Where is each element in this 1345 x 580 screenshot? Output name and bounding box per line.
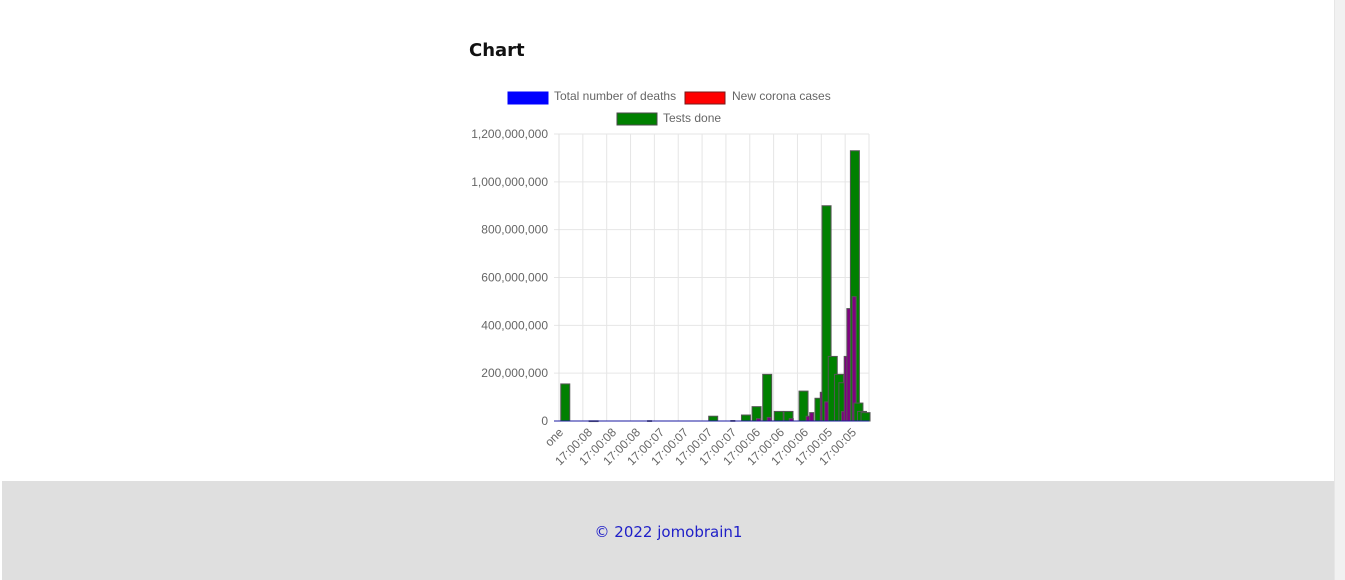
y-tick-label: 400,000,000 <box>481 318 548 332</box>
y-tick-label: 1,000,000,000 <box>471 175 548 189</box>
bar <box>560 383 571 422</box>
bar <box>773 410 784 422</box>
bar <box>860 412 871 422</box>
y-tick-label: 600,000,000 <box>481 271 548 285</box>
bar <box>851 296 857 422</box>
bar <box>766 416 772 422</box>
legend-label: New corona cases <box>732 89 831 103</box>
x-tick-label: one <box>542 425 566 449</box>
y-tick-label: 200,000,000 <box>481 366 548 380</box>
legend-swatch <box>684 91 726 105</box>
legend-label: Total number of deaths <box>554 89 676 103</box>
bar <box>809 412 815 422</box>
vertical-scrollbar[interactable] <box>1334 0 1345 580</box>
y-tick-label: 1,200,000,000 <box>471 127 548 141</box>
bar <box>762 373 773 422</box>
footer-copyright: © 2022 jomobrain1 <box>594 523 743 541</box>
y-tick-label: 0 <box>541 414 548 428</box>
footer: © 2022 jomobrain1 <box>2 481 1335 580</box>
legend-swatch <box>507 91 549 105</box>
legend-swatch <box>616 112 658 126</box>
bar-chart: Total number of deaths New corona cases Te… <box>471 89 871 468</box>
bar <box>740 414 751 422</box>
page-title: Chart <box>469 40 525 61</box>
bar <box>708 415 719 422</box>
y-tick-label: 800,000,000 <box>481 223 548 237</box>
legend-label: Tests done <box>663 111 721 125</box>
